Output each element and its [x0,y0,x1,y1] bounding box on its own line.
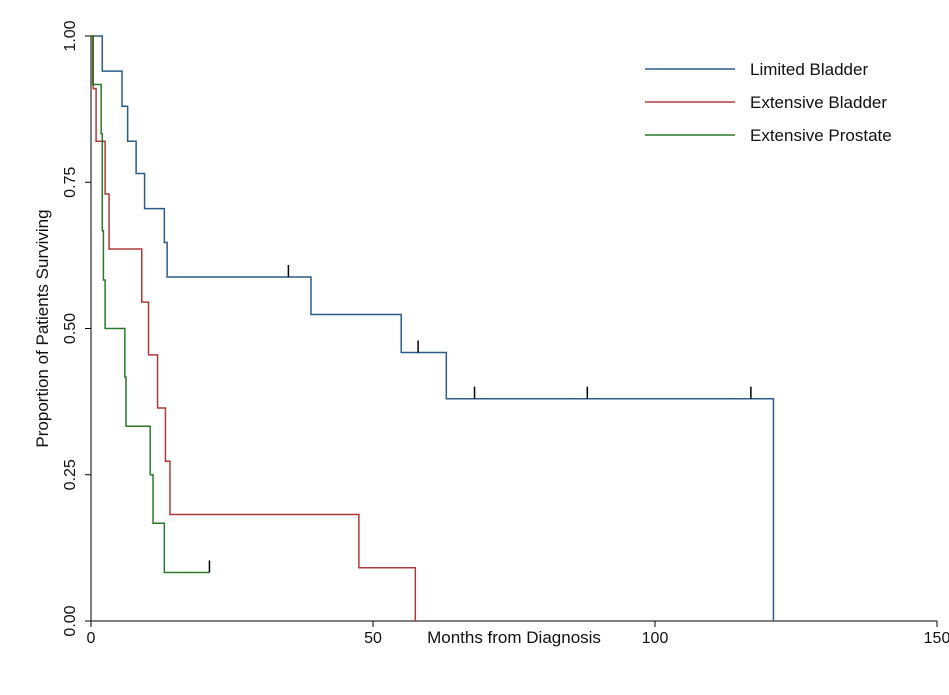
legend: Limited Bladder Extensive Bladder Extensiv… [645,60,892,145]
legend-label-extensive-prostate: Extensive Prostate [750,126,892,145]
series-line-extensive-prostate [91,35,210,574]
series-extensive-prostate [91,35,211,574]
axes: 0 50 100 150 0.00 0.25 0.50 0.75 1.00 [62,20,949,647]
x-tick-label: 50 [364,630,382,647]
y-tick-label: 0.75 [62,167,79,198]
y-tick-label: 1.00 [62,20,79,51]
legend-label-limited-bladder: Limited Bladder [750,60,868,79]
x-tick-label: 150 [924,630,949,647]
x-tick-label: 100 [642,630,669,647]
series-line-limited-bladder [91,35,775,621]
series-line-extensive-bladder [91,35,417,621]
y-tick-label: 0.00 [62,605,79,636]
y-tick-label: 0.25 [62,459,79,490]
x-axis-title: Months from Diagnosis [427,628,601,647]
series-extensive-bladder [91,35,417,621]
x-tick-label: 0 [87,630,96,647]
y-axis-title: Proportion of Patients Surviving [33,209,52,447]
y-tick-label: 0.50 [62,313,79,344]
series-limited-bladder [91,35,775,621]
series-group [91,35,775,621]
legend-label-extensive-bladder: Extensive Bladder [750,93,887,112]
